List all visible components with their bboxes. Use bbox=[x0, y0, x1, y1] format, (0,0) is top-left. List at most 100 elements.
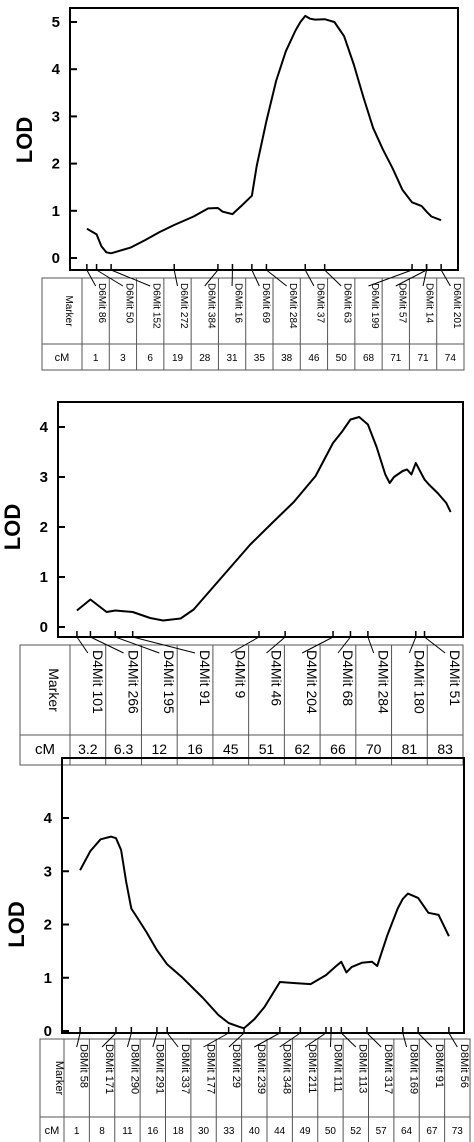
y-tick-label: 0 bbox=[40, 619, 48, 636]
cm-value: 40 bbox=[249, 1126, 261, 1137]
cm-value: 35 bbox=[254, 353, 266, 364]
marker-leader-line bbox=[422, 269, 428, 287]
cm-value: 68 bbox=[363, 353, 375, 364]
cm-value: 3 bbox=[120, 353, 126, 364]
cm-value: 62 bbox=[294, 741, 310, 757]
cm-value: 28 bbox=[199, 353, 211, 364]
marker-leader-line bbox=[166, 1032, 179, 1048]
marker-name: D6Mit 152 bbox=[151, 283, 162, 329]
cm-value: 38 bbox=[281, 353, 293, 364]
cm-value: 81 bbox=[402, 741, 418, 757]
cm-value: 74 bbox=[445, 353, 457, 364]
cm-value: 46 bbox=[308, 353, 320, 364]
marker-name: D8Mit 348 bbox=[281, 1044, 293, 1094]
cm-value: 16 bbox=[187, 741, 203, 757]
marker-leader-line bbox=[279, 1032, 301, 1048]
marker-name: D8Mit 239 bbox=[255, 1044, 267, 1094]
marker-leader-line bbox=[440, 269, 451, 287]
cm-value: 19 bbox=[172, 353, 184, 364]
cm-value: 1 bbox=[93, 353, 99, 364]
marker-leader-line bbox=[251, 269, 260, 287]
marker-leader-line bbox=[101, 1032, 117, 1048]
y-tick-label: 2 bbox=[44, 917, 52, 934]
marker-leader-line bbox=[402, 1032, 408, 1048]
marker-name: D8Mit 290 bbox=[128, 1044, 140, 1094]
cm-value: 18 bbox=[173, 1126, 185, 1137]
y-axis-label: LOD bbox=[12, 117, 37, 163]
marker-leader-line bbox=[90, 636, 124, 654]
marker-leader-line bbox=[417, 1032, 433, 1048]
marker-name: D6Mit 57 bbox=[396, 283, 407, 323]
marker-leader-line bbox=[203, 1032, 229, 1048]
marker-name: D4Mit 180 bbox=[411, 650, 427, 714]
marker-leader-line bbox=[368, 269, 413, 287]
cm-value: 30 bbox=[198, 1126, 210, 1137]
y-tick-label: 4 bbox=[52, 61, 61, 78]
cm-value: 45 bbox=[223, 741, 239, 757]
marker-name: D8Mit 171 bbox=[103, 1044, 115, 1094]
plot-frame bbox=[61, 757, 465, 1034]
marker-name: D8Mit 113 bbox=[357, 1044, 369, 1093]
marker-leader-line bbox=[448, 1032, 458, 1048]
cm-value: 57 bbox=[376, 1126, 388, 1137]
cm-value: 1 bbox=[74, 1126, 80, 1137]
marker-leader-line bbox=[254, 1032, 281, 1048]
marker-leader-line bbox=[266, 269, 287, 287]
marker-name: D4Mit 9 bbox=[233, 650, 249, 698]
y-tick-label: 3 bbox=[40, 469, 48, 486]
marker-leader-line bbox=[340, 1032, 357, 1048]
marker-name: D4Mit 284 bbox=[376, 650, 392, 714]
marker-name: D8Mit 58 bbox=[78, 1044, 90, 1088]
chart-panel: LOD 0 1 2 3 4 Marker cM D8Mit 58 1 D8Mit 171 8 D8Mit… bbox=[4, 757, 471, 1142]
y-tick-label: 1 bbox=[40, 569, 48, 586]
cm-value: 33 bbox=[223, 1126, 235, 1137]
marker-leader-line bbox=[424, 636, 446, 654]
marker-leader-line bbox=[76, 636, 89, 654]
y-tick-label: 4 bbox=[44, 810, 53, 827]
marker-name: D6Mit 69 bbox=[260, 283, 271, 323]
cm-value: 50 bbox=[336, 353, 348, 364]
marker-leader-line bbox=[110, 269, 151, 287]
marker-leader-line bbox=[266, 636, 286, 654]
marker-name: D4Mit 204 bbox=[304, 650, 320, 714]
marker-leader-line bbox=[96, 269, 124, 287]
marker-name: D6Mit 284 bbox=[287, 283, 298, 329]
marker-name: D6Mit 14 bbox=[424, 283, 435, 323]
y-tick-label: 0 bbox=[52, 250, 60, 267]
marker-name: D8Mit 291 bbox=[154, 1044, 166, 1094]
cm-value: 8 bbox=[99, 1126, 105, 1137]
marker-name: D4Mit 46 bbox=[268, 650, 284, 706]
marker-name: D4Mit 101 bbox=[90, 650, 106, 714]
marker-name: D8Mit 169 bbox=[407, 1044, 419, 1094]
marker-name: D8Mit 111 bbox=[331, 1044, 343, 1093]
marker-leader-line bbox=[301, 636, 334, 654]
y-tick-label: 2 bbox=[40, 519, 48, 536]
marker-name: D8Mit 317 bbox=[382, 1044, 394, 1094]
marker-leader-line bbox=[230, 636, 260, 654]
marker-leader-line bbox=[324, 269, 342, 287]
cm-row-label: cM bbox=[55, 352, 70, 364]
marker-leader-line bbox=[329, 1032, 332, 1048]
cm-value: 6.3 bbox=[114, 741, 134, 757]
marker-name: D8Mit 91 bbox=[433, 1044, 445, 1088]
y-axis-label: LOD bbox=[0, 504, 25, 550]
cm-value: 73 bbox=[452, 1126, 464, 1137]
marker-leader-line bbox=[126, 1032, 132, 1048]
marker-name: D4Mit 195 bbox=[161, 650, 177, 714]
plot-frame bbox=[69, 7, 459, 271]
chart-panel: LOD 0 1 2 3 4 5 Marker cM D6Mit 86 1 D6Mit 50 3 D6Mit… bbox=[12, 7, 465, 371]
marker-leader-line bbox=[337, 636, 351, 654]
marker-leader-line bbox=[366, 1032, 382, 1048]
cm-value: 51 bbox=[259, 741, 275, 757]
marker-leader-line bbox=[76, 1032, 81, 1048]
marker-leader-line bbox=[367, 636, 375, 654]
marker-row-label: Marker bbox=[63, 295, 74, 327]
cm-row-label: cM bbox=[45, 1125, 60, 1137]
marker-leader-line bbox=[395, 269, 427, 287]
cm-value: 3.2 bbox=[78, 741, 98, 757]
marker-leader-line bbox=[304, 269, 315, 287]
lod-curve bbox=[76, 416, 452, 622]
cm-value: 12 bbox=[152, 741, 168, 757]
marker-leader-line bbox=[228, 1032, 245, 1048]
